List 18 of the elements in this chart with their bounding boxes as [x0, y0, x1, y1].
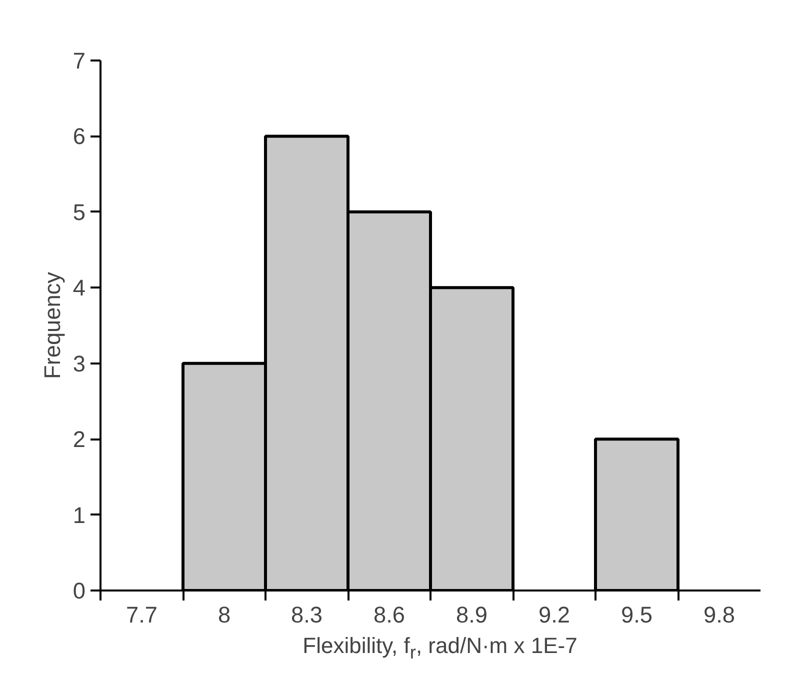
x-tick-label: 9.2 [538, 602, 570, 628]
x-axis-title: Flexibility, f$_{r}$, rad/N·m x 1E-7 [302, 632, 578, 664]
x-tick-label: 8 [218, 602, 231, 628]
y-axis-title: Frequency [38, 271, 65, 380]
x-tick-label: 9.8 [704, 602, 735, 628]
y-tick-label: 6 [72, 123, 86, 150]
y-tick-label: 1 [72, 502, 86, 528]
x-tick-label: 8.6 [374, 602, 405, 628]
y-tick-label: 0 [72, 578, 86, 604]
y-tick-label: 5 [72, 198, 86, 225]
y-tick-label: 7 [72, 48, 86, 74]
y-tick-label: 4 [72, 274, 86, 301]
x-tick-label: 9.5 [621, 602, 652, 628]
y-tick-label: 2 [72, 426, 86, 452]
x-tick-label: 8.9 [456, 602, 488, 628]
x-tick-label: 8.3 [291, 602, 322, 628]
x-tick-label: 7.7 [126, 602, 158, 628]
y-tick-label: 3 [72, 350, 86, 376]
